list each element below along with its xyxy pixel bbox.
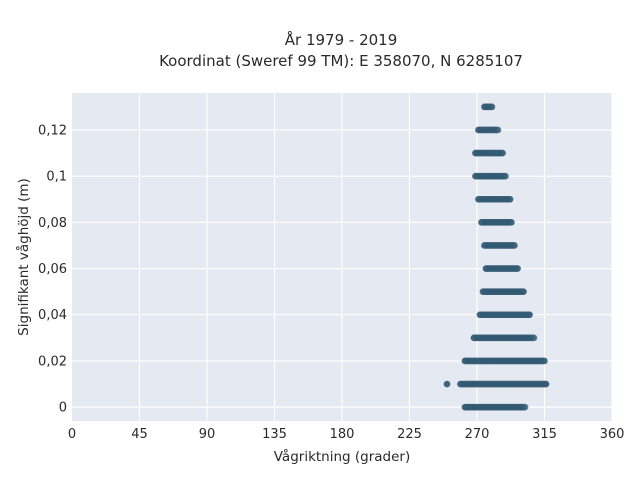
y-axis-ticks: 0 0,02 0,04 0,06 0,08 0,1 0,12 [38, 123, 67, 415]
chart-title-line-2: Koordinat (Sweref 99 TM): E 358070, N 62… [159, 52, 523, 70]
data-point [506, 195, 514, 203]
x-axis-ticks: 0 45 90 135 180 225 270 315 360 [68, 427, 625, 442]
chart-title: År 1979 - 2019 Koordinat (Sweref 99 TM):… [159, 30, 523, 70]
data-band-1 [457, 380, 550, 388]
data-band-12 [475, 126, 502, 134]
x-tick-label-5: 225 [397, 427, 422, 442]
y-tick-label-2: 0,04 [38, 308, 67, 323]
data-band-9 [475, 195, 514, 203]
data-band-5 [479, 288, 527, 295]
data-points [443, 103, 550, 411]
data-point [520, 403, 527, 411]
y-tick-label-5: 0,1 [46, 170, 67, 185]
data-point [540, 357, 548, 365]
x-tick-label-8: 360 [600, 427, 625, 442]
y-axis-label: Signifikant våghöjd (m) [15, 178, 32, 336]
x-tick-label-3: 135 [262, 427, 287, 442]
data-band-10 [472, 172, 509, 180]
x-axis-label: Vågriktning (grader) [274, 448, 411, 465]
data-band-13 [481, 103, 496, 111]
data-band-7 [481, 242, 518, 249]
y-tick-label-4: 0,08 [38, 216, 67, 231]
data-point [526, 311, 533, 319]
x-tick-label-2: 90 [199, 427, 216, 442]
data-band-8 [478, 219, 515, 226]
x-tick-label-6: 270 [465, 427, 490, 442]
data-point [520, 288, 527, 295]
data-point [493, 126, 500, 134]
chart-title-line-1: År 1979 - 2019 [285, 30, 398, 49]
data-band-3 [470, 334, 538, 342]
data-point-outlier-0 [443, 380, 451, 388]
data-point [514, 265, 521, 272]
y-tick-label-3: 0,06 [38, 262, 67, 277]
data-point [499, 149, 506, 157]
data-band-6 [482, 265, 521, 272]
x-tick-label-7: 315 [532, 427, 557, 442]
data-band-0 [461, 403, 529, 411]
data-band-4 [476, 311, 533, 319]
data-point [529, 334, 536, 342]
data-band-11 [472, 149, 506, 157]
y-tick-label-1: 0,02 [38, 354, 67, 369]
x-tick-label-4: 180 [330, 427, 355, 442]
data-point [487, 103, 495, 111]
data-point [507, 219, 515, 226]
data-point [542, 380, 550, 388]
y-tick-label-6: 0,12 [38, 123, 67, 138]
x-tick-label-0: 0 [68, 427, 76, 442]
data-band-2 [461, 357, 548, 365]
data-point [510, 242, 518, 249]
data-point [501, 172, 509, 180]
x-tick-label-1: 45 [131, 427, 148, 442]
y-tick-label-0: 0 [59, 401, 67, 416]
